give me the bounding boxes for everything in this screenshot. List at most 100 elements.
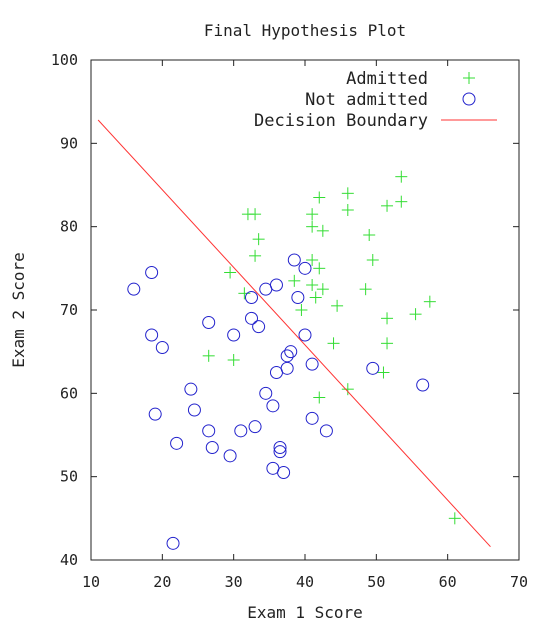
admitted-point — [224, 266, 237, 279]
not-admitted-point — [227, 328, 241, 342]
not-admitted-point — [280, 361, 294, 375]
not-admitted-point — [248, 420, 262, 434]
admitted-point — [306, 279, 319, 291]
not-admitted-point — [266, 461, 280, 475]
admitted-point — [409, 308, 422, 321]
not-admitted-point — [205, 441, 219, 454]
y-tick-label: 40 — [60, 551, 78, 569]
admitted-point — [309, 291, 322, 304]
admitted-point — [252, 233, 265, 246]
not-admitted-point — [184, 382, 198, 396]
not-admitted-point — [291, 291, 305, 304]
admitted-point — [395, 195, 408, 208]
legend-label: Admitted — [346, 69, 428, 89]
admitted-point — [306, 208, 319, 221]
not-admitted-point — [298, 328, 312, 342]
not-admitted-point — [145, 328, 159, 342]
admitted-point — [295, 304, 308, 316]
x-tick-label: 50 — [367, 573, 385, 591]
admitted-point — [288, 274, 301, 287]
not-admitted-point — [245, 311, 258, 325]
not-admitted-point — [245, 291, 258, 304]
y-tick-label: 60 — [60, 384, 78, 402]
y-axis-label: Exam 2 Score — [9, 252, 28, 368]
admitted-point — [316, 224, 329, 237]
not-admitted-point — [305, 411, 319, 425]
not-admitted-point — [269, 278, 283, 292]
y-tick-label: 100 — [51, 51, 78, 69]
not-admitted-point — [234, 424, 248, 438]
x-axis-label: Exam 1 Score — [247, 603, 363, 622]
x-tick-label: 70 — [510, 573, 528, 591]
y-tick-label: 50 — [60, 468, 78, 486]
admitted-point — [377, 366, 390, 379]
admitted-point — [227, 354, 240, 366]
not-admitted-point — [305, 357, 319, 371]
admitted-point — [249, 208, 262, 221]
admitted-point — [313, 391, 326, 404]
not-admitted-point — [273, 441, 287, 454]
not-admitted-point — [148, 407, 162, 421]
x-tick-label: 60 — [439, 573, 457, 591]
not-admitted-point — [266, 399, 280, 413]
not-admitted-point — [223, 449, 237, 463]
admitted-point — [306, 254, 319, 266]
admitted-point — [366, 254, 379, 266]
admitted-point — [341, 383, 354, 396]
admitted-point — [313, 191, 326, 204]
not-admitted-point — [280, 349, 294, 363]
admitted-point — [448, 512, 461, 525]
legend-label: Not admitted — [305, 90, 428, 110]
admitted-point — [363, 229, 376, 241]
x-tick-label: 20 — [153, 573, 171, 591]
not-admitted-point — [202, 424, 216, 438]
not-admitted-point — [166, 536, 180, 550]
not-admitted-point — [284, 345, 298, 359]
not-admitted-point — [298, 261, 312, 275]
admitted-point — [381, 312, 394, 325]
admitted-point — [341, 187, 354, 200]
x-tick-label: 10 — [82, 573, 100, 591]
legend-key-not-admitted — [462, 92, 476, 106]
admitted-point — [331, 299, 344, 312]
not-admitted-point — [202, 316, 216, 329]
not-admitted-point — [416, 378, 430, 392]
admitted-point — [341, 204, 354, 216]
not-admitted-point — [366, 361, 380, 375]
chart-title: Final Hypothesis Plot — [204, 21, 406, 40]
not-admitted-point — [287, 253, 301, 267]
data-marks — [97, 119, 491, 550]
not-admitted-point — [273, 445, 287, 459]
admitted-point — [202, 349, 215, 362]
not-admitted-point — [277, 466, 291, 479]
not-admitted-point — [259, 386, 273, 400]
admitted-point — [238, 287, 251, 300]
admitted-point — [381, 337, 394, 350]
admitted-point — [249, 249, 262, 262]
x-tick-label: 40 — [296, 573, 314, 591]
decision-boundary-line — [97, 119, 491, 548]
y-tick-label: 90 — [60, 134, 78, 152]
admitted-point — [423, 295, 436, 308]
legend-label: Decision Boundary — [254, 111, 428, 131]
admitted-point — [327, 337, 340, 350]
not-admitted-point — [319, 424, 333, 438]
axis-ticks: 10 20 30 40 50 60 70 40 50 60 70 80 90 100 — [51, 51, 528, 591]
admitted-point — [316, 283, 329, 296]
not-admitted-point — [127, 282, 141, 296]
admitted-point — [313, 262, 326, 275]
not-admitted-point — [155, 341, 169, 354]
admitted-point — [395, 170, 408, 183]
not-admitted-point — [145, 266, 159, 279]
admitted-point — [359, 283, 372, 296]
not-admitted-point — [170, 436, 184, 450]
not-admitted-point — [259, 282, 273, 296]
admitted-point — [306, 220, 319, 233]
legend-key-admitted — [463, 72, 475, 84]
y-tick-label: 70 — [60, 301, 78, 319]
admitted-point — [381, 199, 394, 212]
x-tick-label: 30 — [225, 573, 243, 591]
not-admitted-point — [269, 366, 283, 379]
